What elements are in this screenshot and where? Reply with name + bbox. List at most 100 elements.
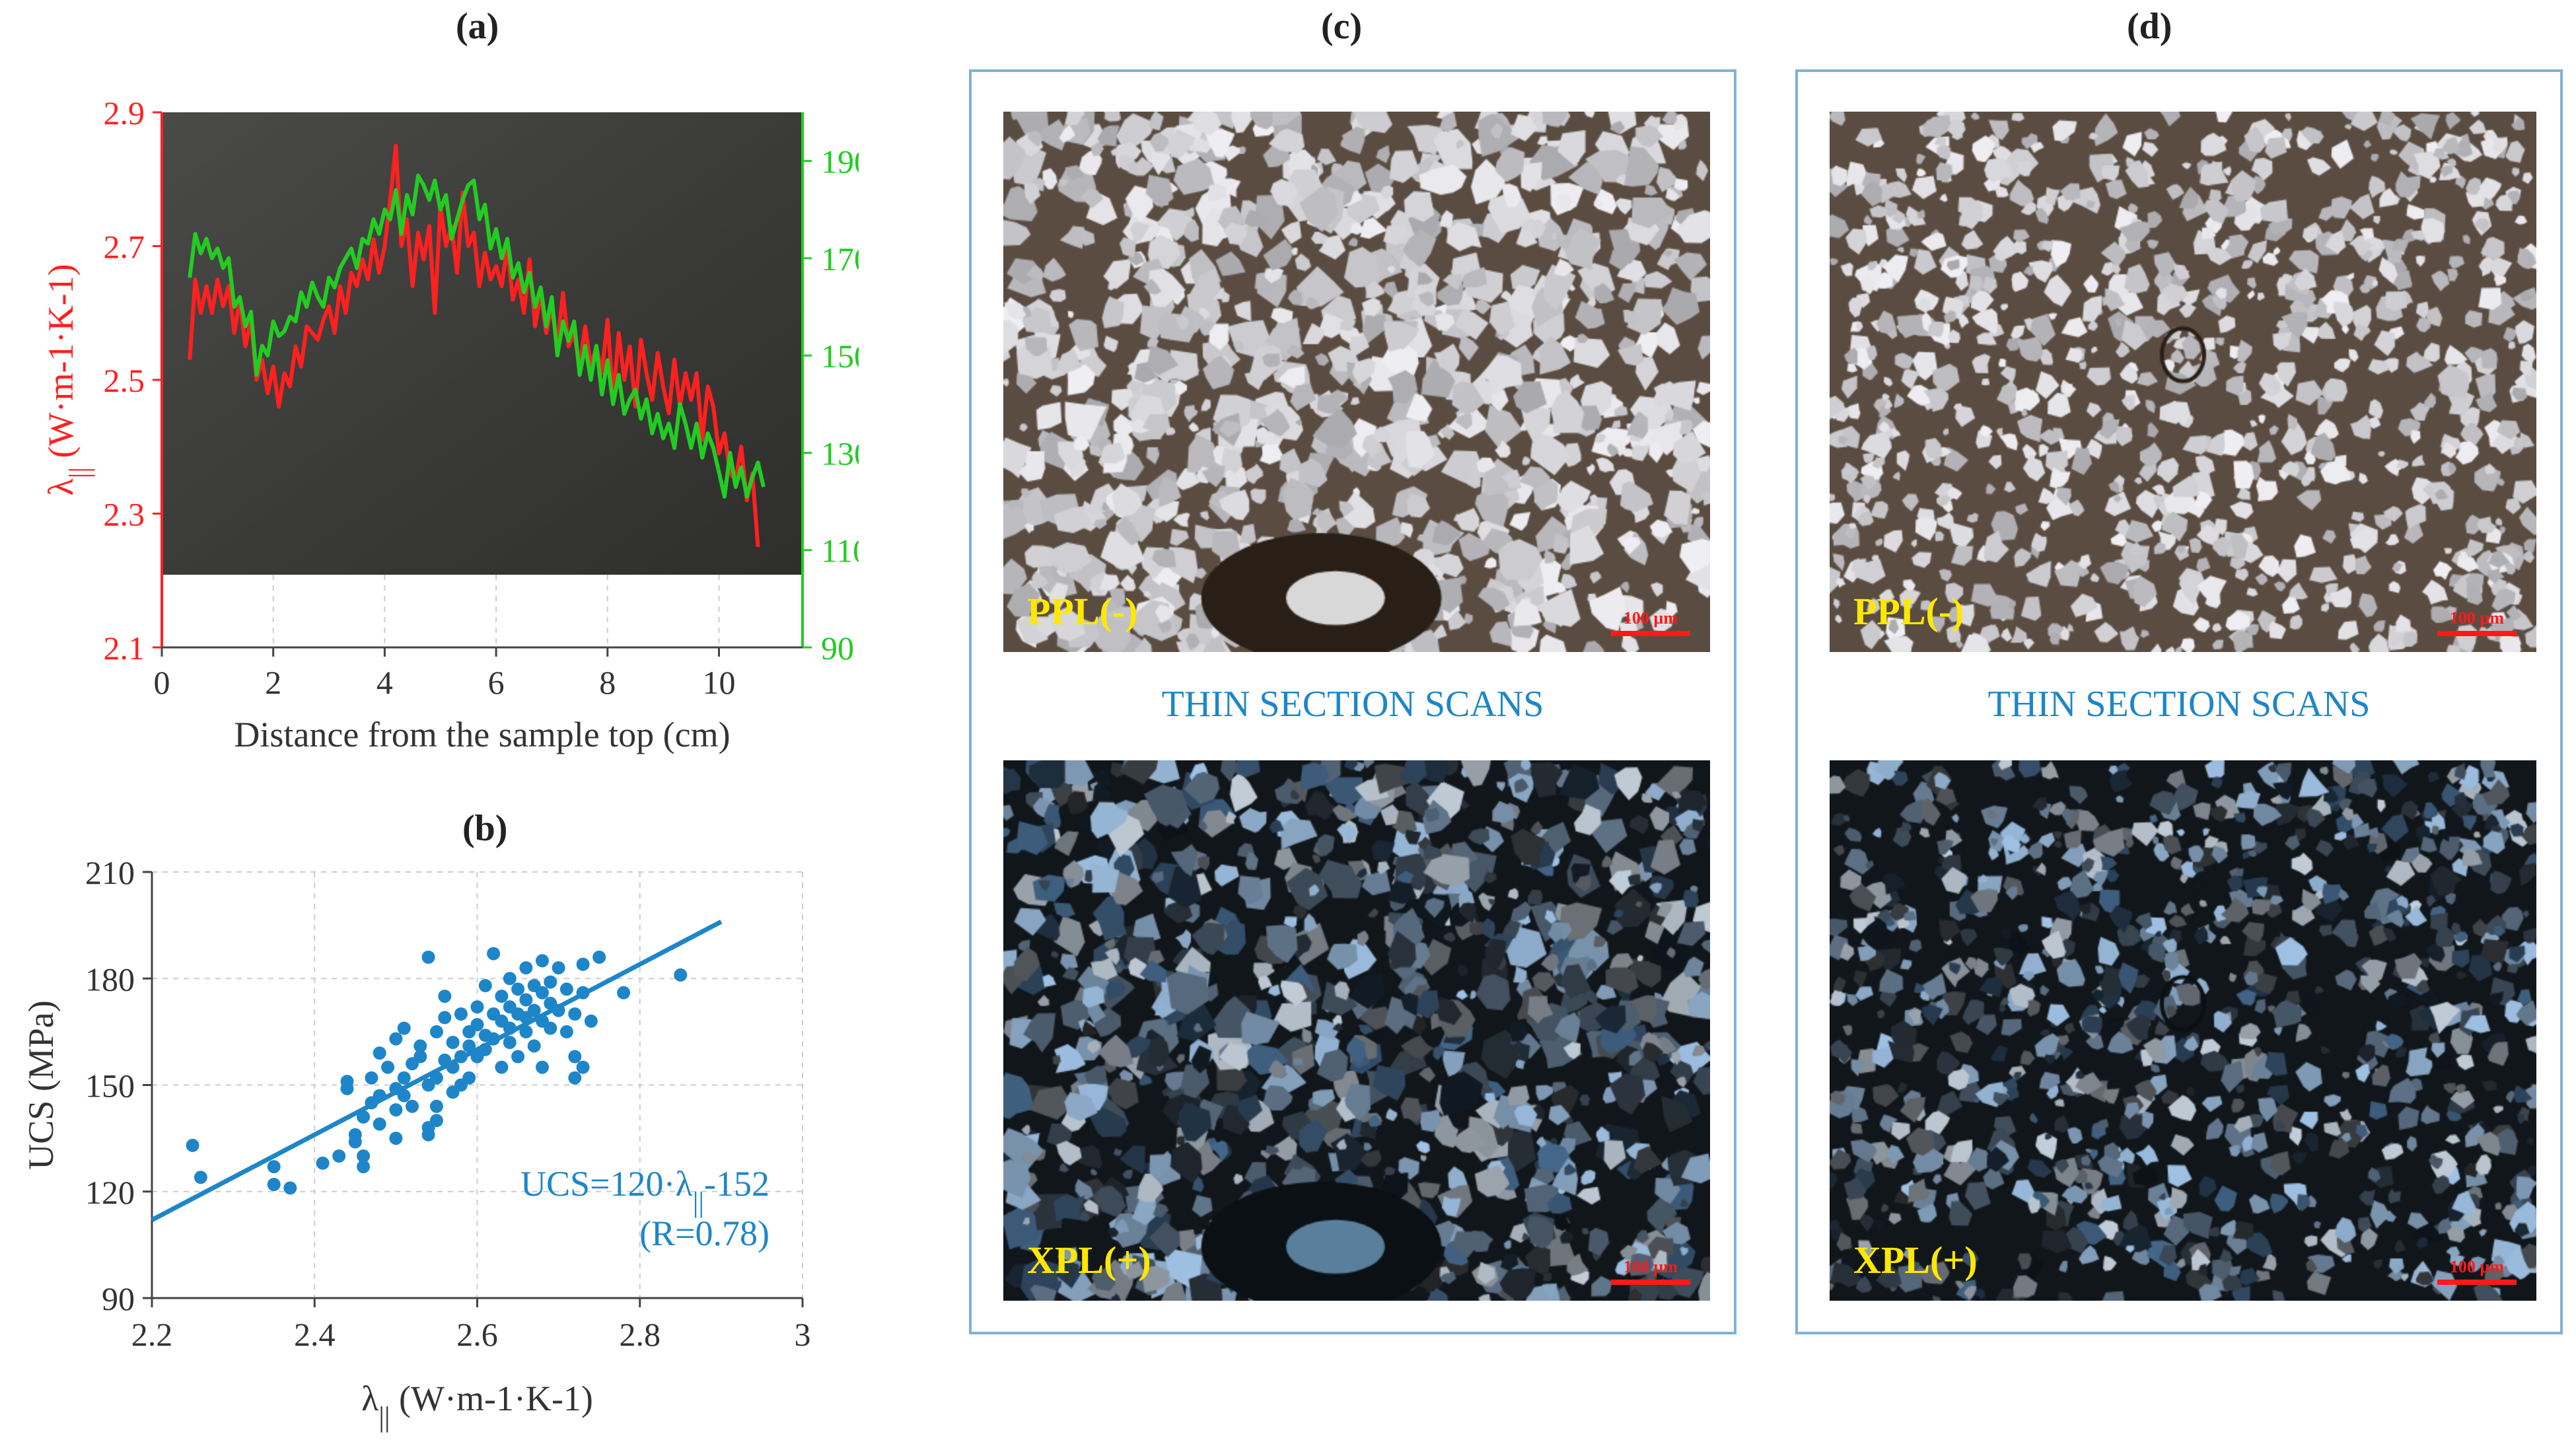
xpl-micrograph-c: XPL(+) 100 µm (1003, 760, 1710, 1301)
left-tick-label: 2.9 (104, 94, 145, 131)
data-point (462, 1071, 476, 1085)
data-point (536, 1060, 549, 1074)
data-point (454, 1050, 468, 1064)
right-tick-label: 150 (821, 338, 859, 375)
xpl-micrograph-d: XPL(+) 100 µm (1830, 760, 2536, 1301)
x-tick-label: 2.8 (620, 1316, 661, 1353)
data-point (462, 1039, 476, 1053)
data-point (267, 1178, 281, 1191)
x-tick-label: 2.2 (131, 1316, 173, 1353)
data-point (389, 1103, 403, 1117)
x-tick-label: 8 (599, 664, 616, 701)
left-axis-title: λ|| (W·m-1·K-1) (41, 264, 95, 496)
data-point (373, 1046, 386, 1060)
data-point (283, 1181, 297, 1195)
data-point (373, 1089, 386, 1103)
scale-text: 100 µm (2449, 608, 2505, 628)
data-point (511, 982, 525, 996)
panel-c-box: PPL(-) 100 µm THIN SECTION SCANS XPL(+) … (969, 69, 1736, 1334)
data-point (397, 1089, 411, 1103)
data-point (559, 1025, 573, 1038)
lambda-series-line (188, 143, 760, 548)
data-point (470, 1018, 484, 1032)
ucs-series-line (188, 173, 766, 499)
data-point (552, 1003, 565, 1017)
data-point (519, 961, 533, 975)
data-point (429, 1025, 443, 1038)
data-point (357, 1160, 371, 1174)
x-axis-title: λ|| (W·m-1·K-1) (361, 1379, 593, 1433)
y-axis-title: UCS (MPa) (21, 1000, 61, 1170)
data-point (617, 986, 631, 999)
data-point (373, 1117, 386, 1131)
data-point (511, 1050, 525, 1064)
data-point (487, 947, 501, 961)
data-point (568, 1050, 582, 1064)
scale-bar-d-top: 100 µm (2437, 608, 2517, 636)
data-point (397, 1071, 411, 1085)
data-point (487, 1032, 501, 1046)
panel-label-c: (c) (1321, 6, 1363, 47)
data-point (186, 1138, 199, 1152)
right-tick-label: 110 (821, 532, 859, 569)
data-point (365, 1071, 378, 1085)
y-tick-label: 210 (85, 854, 135, 891)
right-tick-label: 130 (821, 435, 859, 472)
panel-label-d: (d) (2127, 6, 2172, 47)
x-tick-label: 10 (702, 664, 735, 701)
data-point (536, 954, 549, 968)
data-point (438, 1011, 452, 1025)
ppl-texture-c (1003, 112, 1710, 652)
data-point (413, 1050, 427, 1064)
data-point (576, 1060, 590, 1074)
ppl-micrograph-d: PPL(-) 100 µm (1830, 112, 2536, 652)
data-point (527, 1039, 541, 1053)
data-point (470, 1000, 484, 1014)
scale-bar-line (1611, 631, 1690, 636)
scale-bar-c-bottom: 100 µm (1611, 1257, 1690, 1285)
scale-bar-d-bottom: 100 µm (2437, 1257, 2517, 1285)
data-point (446, 1036, 460, 1049)
data-point (584, 1014, 598, 1028)
panel-d-box: PPL(-) 100 µm THIN SECTION SCANS XPL(+) … (1795, 69, 2563, 1334)
data-point (592, 951, 606, 964)
r-value-label: (R=0.78) (639, 1214, 769, 1253)
data-point (429, 1114, 443, 1128)
thin-section-caption-c: THIN SECTION SCANS (1161, 684, 1544, 725)
data-point (357, 1149, 371, 1163)
data-point (332, 1149, 346, 1163)
chart-a: 2.1 2.3 2.5 2.7 2.9 90 110 130 150 170 190 0 2 4 6 8 10 D… (41, 94, 859, 754)
data-point (357, 1110, 371, 1124)
data-point (552, 961, 565, 975)
data-point (536, 986, 549, 999)
scale-bar-line (2437, 631, 2517, 636)
left-tick-label: 2.7 (104, 229, 145, 266)
data-point (503, 1036, 517, 1049)
data-point (544, 975, 557, 989)
data-point (348, 1135, 362, 1149)
left-tick-label: 2.1 (104, 630, 145, 667)
data-point (559, 982, 573, 996)
x-tick-label: 4 (376, 664, 393, 701)
chart-b: 2.2 2.4 2.6 2.8 3 90 120 150 180 210 λ|| (W·m-1·K-… (21, 854, 811, 1433)
data-point (446, 1060, 460, 1074)
regression-line (151, 920, 723, 1222)
data-point (194, 1171, 207, 1184)
right-tick-label: 190 (821, 143, 859, 180)
data-point (519, 993, 533, 1007)
scale-text: 100 µm (2449, 1257, 2505, 1276)
left-tick-label: 2.5 (104, 362, 145, 399)
ppl-texture-d (1830, 112, 2536, 652)
data-point (413, 1039, 427, 1053)
data-point (429, 1071, 443, 1085)
data-point (397, 1021, 411, 1035)
ppl-micrograph-c: PPL(-) 100 µm (1003, 112, 1710, 652)
x-tick-label: 3 (795, 1316, 811, 1353)
x-tick-label: 2.4 (294, 1316, 336, 1353)
xpl-label-d: XPL(+) (1853, 1239, 1978, 1282)
ppl-label-d: PPL(-) (1853, 590, 1964, 633)
data-point (429, 1099, 443, 1113)
equation-label: UCS=120·λ||-152 (520, 1164, 769, 1218)
x-tick-label: 2.6 (456, 1316, 498, 1353)
data-point (568, 1071, 582, 1085)
